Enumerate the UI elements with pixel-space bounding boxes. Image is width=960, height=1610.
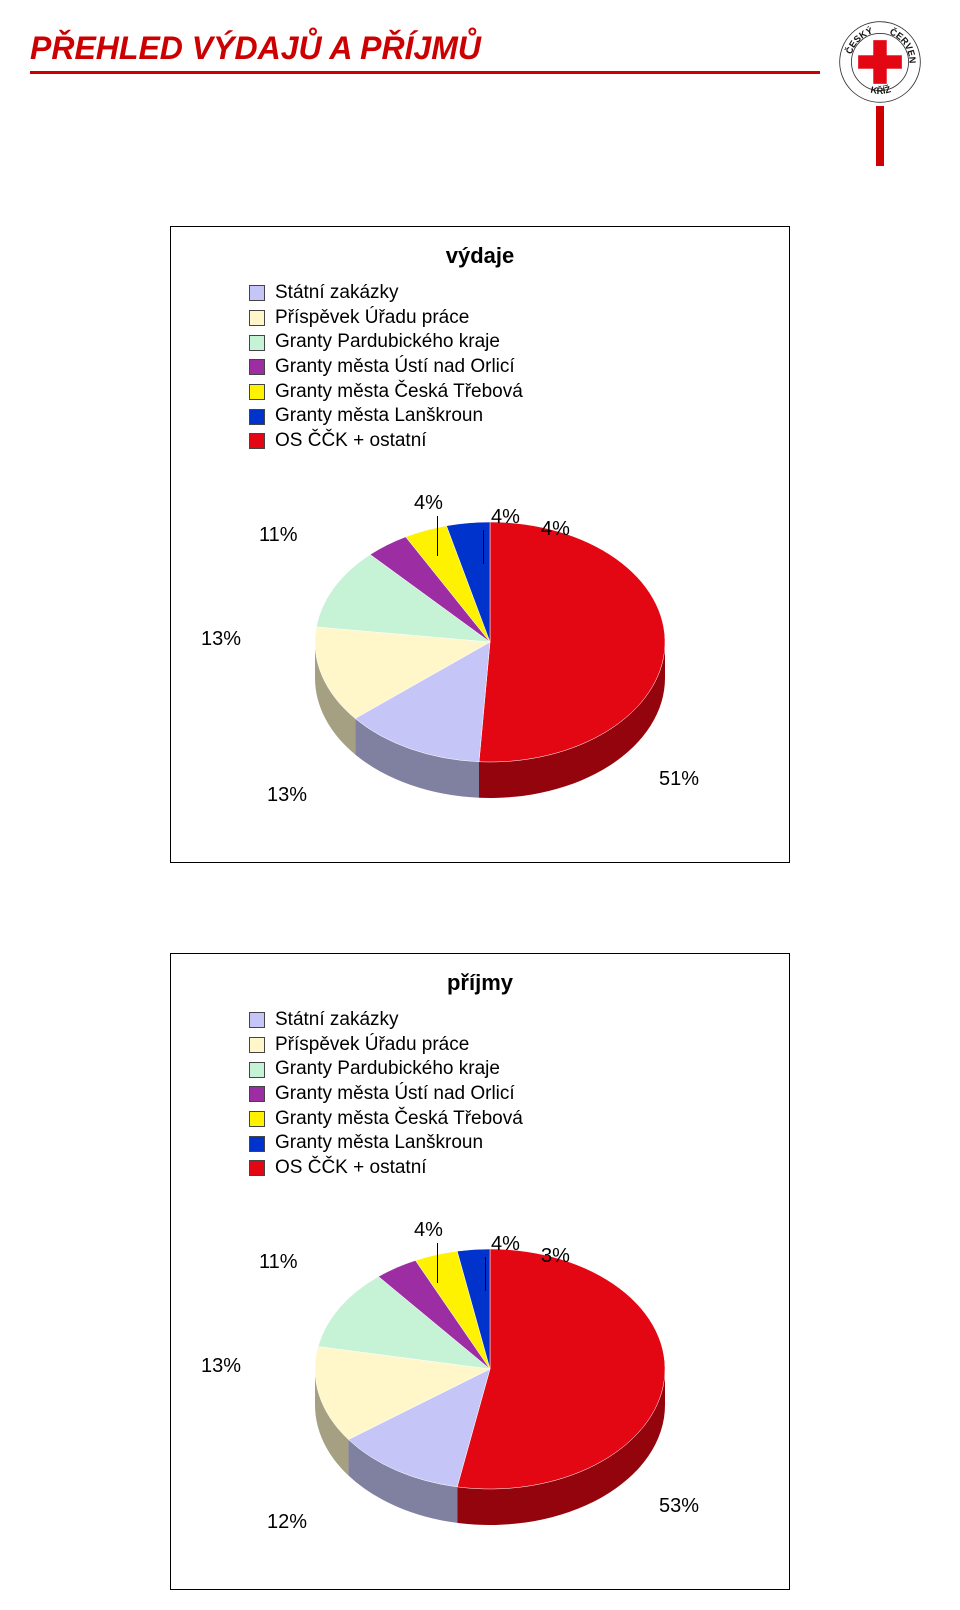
pct-label: 4% <box>414 492 443 515</box>
legend-swatch <box>249 1160 265 1176</box>
legend-swatch <box>249 1062 265 1078</box>
legend-swatch <box>249 1037 265 1053</box>
leader-line <box>485 1257 486 1291</box>
legend-item: Příspěvek Úřadu práce <box>249 1033 771 1058</box>
pct-label: 11% <box>259 1251 298 1274</box>
pie-wrap: 11% 4% 4% 3% 13% 12% 53% <box>189 1187 771 1567</box>
legend-item: OS ČČK + ostatní <box>249 1156 771 1181</box>
pie-chart-vydaje <box>260 472 700 812</box>
legend-item: Granty Pardubického kraje <box>249 1057 771 1082</box>
legend-label: Granty města Ústí nad Orlicí <box>275 1082 515 1107</box>
page: PŘEHLED VÝDAJŮ A PŘÍJMŮ ČESKÝ ČERVENÝ KŘ… <box>0 0 960 1610</box>
pct-label: 11% <box>259 524 298 547</box>
brand-side-bar <box>876 106 884 166</box>
legend-item: Granty města Česká Třebová <box>249 380 771 405</box>
legend-swatch <box>249 1111 265 1127</box>
legend-label: Granty města Česká Třebová <box>275 380 523 405</box>
legend-item: Příspěvek Úřadu práce <box>249 306 771 331</box>
red-cross-logo-icon: ČESKÝ ČERVENÝ KŘÍŽ <box>838 20 922 104</box>
legend-swatch <box>249 335 265 351</box>
legend-label: Státní zakázky <box>275 1008 399 1033</box>
pct-label: 12% <box>267 1511 307 1534</box>
pct-label: 4% <box>491 506 520 529</box>
legend-item: Granty města Lanškroun <box>249 1131 771 1156</box>
title-block: PŘEHLED VÝDAJŮ A PŘÍJMŮ <box>30 20 820 74</box>
pct-label: 4% <box>541 518 570 541</box>
pct-label: 53% <box>659 1495 699 1518</box>
chart-card-prijmy: příjmy Státní zakázkyPříspěvek Úřadu prá… <box>170 953 790 1590</box>
legend-label: Granty Pardubického kraje <box>275 1057 500 1082</box>
legend-item: Granty města Ústí nad Orlicí <box>249 355 771 380</box>
legend-item: Státní zakázky <box>249 1008 771 1033</box>
legend-item: Státní zakázky <box>249 281 771 306</box>
pct-label: 4% <box>491 1233 520 1256</box>
legend-label: OS ČČK + ostatní <box>275 429 427 454</box>
legend-label: Granty města Česká Třebová <box>275 1107 523 1132</box>
legend-label: Příspěvek Úřadu práce <box>275 1033 469 1058</box>
pct-label: 13% <box>267 784 307 807</box>
chart-title: výdaje <box>189 243 771 269</box>
legend-swatch <box>249 1136 265 1152</box>
legend-label: Granty města Ústí nad Orlicí <box>275 355 515 380</box>
leader-line <box>437 1243 438 1283</box>
leader-line <box>437 516 438 556</box>
chart-card-vydaje: výdaje Státní zakázkyPříspěvek Úřadu prá… <box>170 226 790 863</box>
legend-swatch <box>249 409 265 425</box>
legend-label: Státní zakázky <box>275 281 399 306</box>
pie-chart-prijmy <box>260 1199 700 1539</box>
legend-item: OS ČČK + ostatní <box>249 429 771 454</box>
legend-item: Granty Pardubického kraje <box>249 330 771 355</box>
legend: Státní zakázkyPříspěvek Úřadu práceGrant… <box>249 281 771 454</box>
legend-swatch <box>249 359 265 375</box>
pct-label: 13% <box>201 1355 241 1378</box>
legend: Státní zakázkyPříspěvek Úřadu práceGrant… <box>249 1008 771 1181</box>
page-title: PŘEHLED VÝDAJŮ A PŘÍJMŮ <box>30 30 820 67</box>
pct-label: 4% <box>414 1219 443 1242</box>
legend-swatch <box>249 384 265 400</box>
pct-label: 13% <box>201 628 241 651</box>
legend-label: Granty města Lanškroun <box>275 404 483 429</box>
leader-line <box>483 530 484 564</box>
pie-wrap: 11% 4% 4% 4% 13% 13% 51% <box>189 460 771 840</box>
legend-item: Granty města Ústí nad Orlicí <box>249 1082 771 1107</box>
legend-swatch <box>249 285 265 301</box>
logo-area: ČESKÝ ČERVENÝ KŘÍŽ <box>830 20 930 166</box>
legend-swatch <box>249 433 265 449</box>
legend-swatch <box>249 310 265 326</box>
page-header: PŘEHLED VÝDAJŮ A PŘÍJMŮ ČESKÝ ČERVENÝ KŘ… <box>30 20 930 166</box>
legend-swatch <box>249 1086 265 1102</box>
legend-swatch <box>249 1012 265 1028</box>
legend-label: Granty města Lanškroun <box>275 1131 483 1156</box>
legend-label: OS ČČK + ostatní <box>275 1156 427 1181</box>
pct-label: 3% <box>541 1245 570 1268</box>
legend-item: Granty města Česká Třebová <box>249 1107 771 1132</box>
legend-item: Granty města Lanškroun <box>249 404 771 429</box>
pct-label: 51% <box>659 768 699 791</box>
legend-label: Příspěvek Úřadu práce <box>275 306 469 331</box>
title-rule <box>30 71 820 74</box>
chart-title: příjmy <box>189 970 771 996</box>
legend-label: Granty Pardubického kraje <box>275 330 500 355</box>
